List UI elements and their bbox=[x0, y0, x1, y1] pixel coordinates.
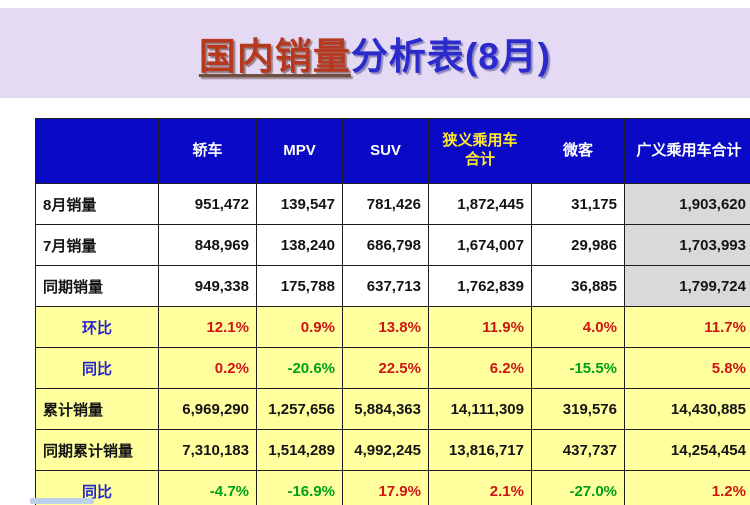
table-cell: 949,338 bbox=[158, 265, 257, 307]
table-cell: 1,514,289 bbox=[256, 429, 343, 471]
table-row: 7月销量 848,969 138,240 686,798 1,674,007 29,986… bbox=[35, 224, 750, 266]
table-cell: 951,472 bbox=[158, 183, 257, 225]
table-cell: 437,737 bbox=[531, 429, 625, 471]
table-cell: 138,240 bbox=[256, 224, 343, 266]
table-cell: 4.0% bbox=[531, 306, 625, 348]
table-cell: 0.2% bbox=[158, 347, 257, 389]
table-cell: 2.1% bbox=[428, 470, 532, 505]
row-label: 同期累计销量 bbox=[35, 429, 159, 471]
table-cell: 11.9% bbox=[428, 306, 532, 348]
table-row: 同比 0.2% -20.6% 22.5% 6.2% -15.5% 5.8% bbox=[35, 347, 750, 389]
row-label: 7月销量 bbox=[35, 224, 159, 266]
table-cell: 1,872,445 bbox=[428, 183, 532, 225]
page-title-highlight: 国内销量 bbox=[198, 36, 351, 77]
table-cell: 139,547 bbox=[256, 183, 343, 225]
table-cell: 17.9% bbox=[342, 470, 429, 505]
row-label: 同比 bbox=[35, 347, 159, 389]
page-title: 国内销量分析表(8月) bbox=[199, 26, 551, 80]
table-cell: 14,430,885 bbox=[624, 388, 750, 430]
table-cell: 13,816,717 bbox=[428, 429, 532, 471]
row-label: 累计销量 bbox=[35, 388, 159, 430]
table-cell: -16.9% bbox=[256, 470, 343, 505]
table-cell: 1,257,656 bbox=[256, 388, 343, 430]
table-cell: 13.8% bbox=[342, 306, 429, 348]
table-row: 环比 12.1% 0.9% 13.8% 11.9% 4.0% 11.7% bbox=[35, 306, 750, 348]
table-cell: 0.9% bbox=[256, 306, 343, 348]
row-label: 环比 bbox=[35, 306, 159, 348]
sales-table-body: 8月销量 951,472 139,547 781,426 1,872,445 31,175… bbox=[35, 183, 750, 505]
column-header: 广义乘用车合计 bbox=[624, 118, 750, 184]
sales-table-header: 轿车 MPV SUV 狭义乘用车 合计 微客 广义乘用车合计 bbox=[35, 118, 750, 184]
row-label: 同期销量 bbox=[35, 265, 159, 307]
title-banner: 国内销量分析表(8月) bbox=[0, 8, 750, 98]
page-title-rest: 分析表(8月) bbox=[350, 36, 552, 77]
row-label: 8月销量 bbox=[35, 183, 159, 225]
table-cell: 12.1% bbox=[158, 306, 257, 348]
table-cell: 319,576 bbox=[531, 388, 625, 430]
table-cell: -15.5% bbox=[531, 347, 625, 389]
table-cell: 22.5% bbox=[342, 347, 429, 389]
corner-header-cell bbox=[35, 118, 159, 184]
table-cell: 175,788 bbox=[256, 265, 343, 307]
column-header: 轿车 bbox=[158, 118, 257, 184]
table-cell: 36,885 bbox=[531, 265, 625, 307]
table-cell: 4,992,245 bbox=[342, 429, 429, 471]
column-header: 狭义乘用车 合计 bbox=[428, 118, 532, 184]
table-cell: 1,762,839 bbox=[428, 265, 532, 307]
column-header: 微客 bbox=[531, 118, 625, 184]
table-cell: 14,111,309 bbox=[428, 388, 532, 430]
table-cell: 1.2% bbox=[624, 470, 750, 505]
row-label: 同比 bbox=[35, 470, 159, 505]
table-cell: 6,969,290 bbox=[158, 388, 257, 430]
table-row: 8月销量 951,472 139,547 781,426 1,872,445 31,175… bbox=[35, 183, 750, 225]
table-cell: 6.2% bbox=[428, 347, 532, 389]
table-cell: 1,799,724 bbox=[624, 265, 750, 307]
table-cell: 848,969 bbox=[158, 224, 257, 266]
table-row: 同期累计销量 7,310,183 1,514,289 4,992,245 13,816,… bbox=[35, 429, 750, 471]
table-cell: -20.6% bbox=[256, 347, 343, 389]
table-cell: 1,703,993 bbox=[624, 224, 750, 266]
column-header: SUV bbox=[342, 118, 429, 184]
table-cell: 29,986 bbox=[531, 224, 625, 266]
table-cell: 7,310,183 bbox=[158, 429, 257, 471]
table-cell: 637,713 bbox=[342, 265, 429, 307]
table-cell: 11.7% bbox=[624, 306, 750, 348]
table-cell: 1,903,620 bbox=[624, 183, 750, 225]
table-cell: -27.0% bbox=[531, 470, 625, 505]
table-cell: 5,884,363 bbox=[342, 388, 429, 430]
column-header: MPV bbox=[256, 118, 343, 184]
table-cell: 781,426 bbox=[342, 183, 429, 225]
table-row: 同期销量 949,338 175,788 637,713 1,762,839 36,885… bbox=[35, 265, 750, 307]
table-row: 累计销量 6,969,290 1,257,656 5,884,363 14,111,30… bbox=[35, 388, 750, 430]
table-cell: 14,254,454 bbox=[624, 429, 750, 471]
bottom-left-artifact bbox=[30, 498, 94, 504]
table-cell: -4.7% bbox=[158, 470, 257, 505]
table-cell: 1,674,007 bbox=[428, 224, 532, 266]
table-cell: 686,798 bbox=[342, 224, 429, 266]
header-row: 轿车 MPV SUV 狭义乘用车 合计 微客 广义乘用车合计 bbox=[35, 118, 750, 184]
table-cell: 31,175 bbox=[531, 183, 625, 225]
table-cell: 5.8% bbox=[624, 347, 750, 389]
sales-table: 轿车 MPV SUV 狭义乘用车 合计 微客 广义乘用车合计 8月销量 951,472 139… bbox=[35, 118, 750, 505]
table-row: 同比 -4.7% -16.9% 17.9% 2.1% -27.0% 1.2% bbox=[35, 470, 750, 505]
